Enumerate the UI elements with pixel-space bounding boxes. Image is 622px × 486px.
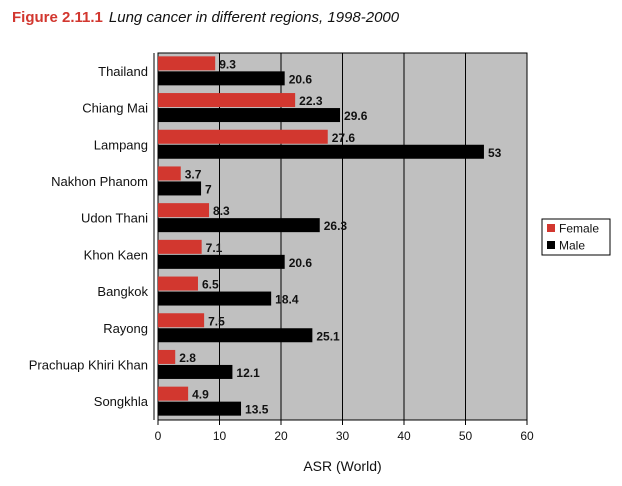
data-label: 2.8: [179, 351, 196, 365]
category-label: Lampang: [94, 137, 148, 152]
data-label: 8.3: [213, 204, 230, 218]
x-axis-title: ASR (World): [303, 458, 381, 474]
data-label: 20.6: [289, 256, 313, 270]
data-label: 26.3: [324, 219, 348, 233]
bar-female: [158, 276, 198, 291]
data-label: 9.3: [219, 57, 236, 71]
bar-male: [158, 181, 202, 196]
bar-female: [158, 203, 210, 218]
bar-male: [158, 71, 285, 86]
bar-male: [158, 328, 313, 343]
legend: Female Male: [541, 218, 611, 256]
bar-female: [158, 93, 296, 108]
bar-female: [158, 56, 216, 71]
category-label: Udon Thani: [81, 211, 148, 226]
x-axis-ticks: 0 10 20 30 40 50 60: [153, 53, 534, 443]
x-tick-label: 10: [213, 429, 227, 443]
x-tick-label: 30: [336, 429, 350, 443]
x-tick-label: 60: [520, 429, 534, 443]
bar-male: [158, 364, 233, 379]
bar-female: [158, 239, 202, 254]
bar-female: [158, 349, 176, 364]
data-label: 22.3: [299, 94, 323, 108]
category-label: Prachuap Khiri Khan: [29, 357, 148, 372]
bar-male: [158, 108, 341, 123]
data-label: 25.1: [316, 329, 340, 343]
figure-title: Figure 2.11.1 Lung cancer in different re…: [12, 9, 399, 26]
legend-label: Female: [559, 222, 599, 236]
bar-female: [158, 129, 328, 144]
category-label: Nakhon Phanom: [51, 174, 148, 189]
data-label: 20.6: [289, 72, 313, 86]
data-label: 4.9: [192, 388, 209, 402]
data-label: 7: [205, 182, 212, 196]
bar-male: [158, 254, 285, 269]
bar-female: [158, 386, 189, 401]
data-label: 7.1: [206, 241, 223, 255]
legend-swatch: [547, 224, 555, 232]
x-tick-label: 50: [459, 429, 473, 443]
bar-male: [158, 144, 484, 159]
data-labels: 9.3 20.6 22.3 29.6 27.6 53 3.778.3 26.3 7.1 20.6 6…: [179, 57, 501, 416]
bar-male: [158, 401, 242, 416]
figure-number: Figure 2.11.1: [12, 9, 103, 26]
x-tick-label: 20: [274, 429, 288, 443]
data-label: 3.7: [185, 167, 202, 181]
category-label: Thailand: [98, 64, 148, 79]
data-label: 7.5: [208, 314, 225, 328]
figure-caption: Lung cancer in different regions, 1998-2…: [108, 9, 400, 26]
legend-swatch: [547, 241, 555, 249]
bar-female: [158, 166, 181, 181]
category-label: Rayong: [103, 321, 148, 336]
data-label: 29.6: [344, 109, 368, 123]
category-label: Bangkok: [97, 284, 148, 299]
category-label: Khon Kaen: [84, 247, 148, 262]
data-label: 12.1: [236, 366, 260, 380]
bar-male: [158, 291, 272, 306]
category-labels: Thailand Chiang Mai Lampang Nakhon Phanom Ud…: [29, 64, 149, 409]
data-label: 18.4: [275, 293, 299, 307]
data-label: 13.5: [245, 403, 269, 417]
bar-male: [158, 218, 320, 233]
category-label: Songkhla: [94, 394, 149, 409]
category-label: Chiang Mai: [82, 101, 148, 116]
bar-female: [158, 313, 205, 328]
data-label: 27.6: [332, 131, 356, 145]
data-label: 6.5: [202, 278, 219, 292]
x-tick-label: 40: [397, 429, 411, 443]
bars: [158, 56, 484, 416]
legend-label: Male: [559, 239, 585, 253]
data-label: 53: [488, 146, 502, 160]
x-tick-label: 0: [155, 429, 162, 443]
